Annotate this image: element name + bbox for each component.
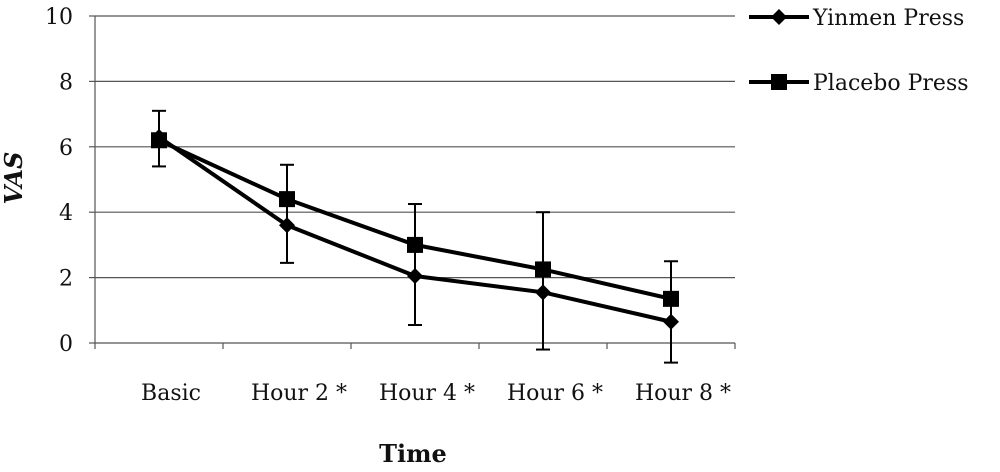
x-tick-label: Basic (141, 381, 201, 406)
x-tick-labels: Basic Hour 2 * Hour 4 * Hour 6 * Hour 8 * (94, 343, 736, 406)
y-tick-label: 2 (59, 267, 73, 292)
y-axis-title: VAS (0, 152, 28, 205)
x-tick-label: Hour 8 * (635, 381, 731, 406)
legend-label: Yinmen Press (812, 6, 964, 31)
x-tick-label: Hour 4 * (379, 381, 475, 406)
data-point-square (535, 261, 551, 278)
data-point-square (279, 191, 295, 208)
data-point-square (151, 132, 167, 149)
x-tick-label: Hour 6 * (507, 381, 603, 406)
y-tick-label: 6 (59, 136, 73, 161)
x-tick-label: Hour 2 * (251, 381, 347, 406)
data-point-diamond (535, 284, 551, 301)
legend-diamond-marker (771, 9, 787, 25)
error-bars (152, 109, 678, 364)
y-tick-labels: 0 2 4 6 8 10 (45, 5, 95, 357)
data-point-diamond (663, 313, 679, 330)
y-tick-label: 8 (59, 70, 73, 95)
y-tick-label: 10 (45, 5, 73, 30)
y-tick-label: 0 (59, 332, 73, 357)
gridlines (95, 15, 735, 279)
axes (94, 16, 735, 344)
legend: Yinmen Press Placebo Press (749, 6, 969, 96)
x-axis-title: Time (379, 439, 447, 468)
legend-square-marker (771, 74, 787, 90)
data-point-square (407, 236, 423, 253)
y-tick-label: 4 (59, 201, 73, 226)
data-point-diamond (279, 217, 295, 234)
series-markers (151, 128, 679, 330)
data-point-square (663, 290, 679, 307)
legend-label: Placebo Press (813, 71, 969, 96)
data-point-diamond (407, 267, 423, 284)
